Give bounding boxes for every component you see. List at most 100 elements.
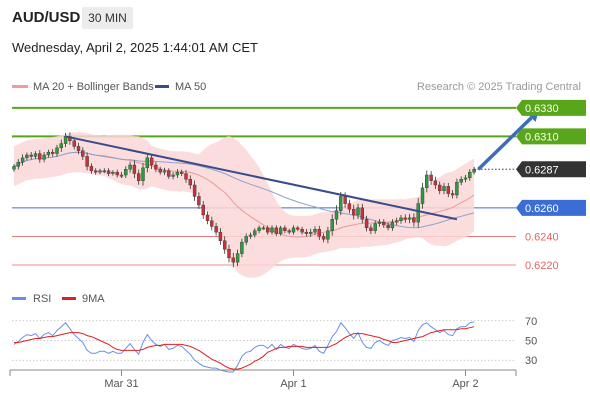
candle-down (214, 226, 218, 233)
candle-down (429, 174, 433, 181)
candle-up (42, 154, 46, 160)
candle-up (175, 171, 180, 176)
candle-up (309, 231, 313, 234)
candle-up (162, 170, 167, 173)
candle-down (184, 173, 188, 180)
candle-down (154, 164, 158, 170)
candle-down (51, 151, 55, 154)
timeframe-badge[interactable]: 30 MIN (82, 7, 133, 29)
rsi-line (13, 321, 475, 373)
candle-down (192, 184, 197, 197)
candle-up (171, 174, 175, 177)
candle-up (416, 203, 420, 223)
rsi-ma-legend-swatch (62, 297, 76, 300)
ma20-legend-label: MA 20 + Bollinger Bands (33, 81, 154, 93)
candle-down (364, 219, 369, 229)
forecast-arrow-shaft (477, 116, 533, 171)
trendline (65, 135, 458, 221)
candle-down (93, 170, 98, 173)
candle-up (334, 210, 339, 220)
candle-down (347, 203, 352, 210)
candle-up (463, 177, 468, 180)
candle-up (128, 164, 132, 170)
candle-up (373, 223, 377, 231)
candle-down (382, 221, 386, 226)
candle-down (360, 207, 364, 220)
current-price-tag (516, 161, 586, 178)
ma20-legend-swatch (12, 85, 28, 88)
candle-down (412, 217, 416, 223)
candle-up (278, 227, 283, 234)
candle-down (274, 227, 278, 234)
candle-down (205, 214, 210, 221)
support-level-label: 0.6240 (525, 231, 559, 243)
candle-down (386, 224, 390, 229)
candle-down (72, 140, 76, 147)
candle-down (201, 204, 205, 216)
ma50-line (13, 151, 475, 229)
candle-down (231, 257, 236, 263)
support-level-label: 0.6220 (525, 260, 559, 272)
candle-up (442, 186, 446, 191)
candle-up (407, 217, 412, 220)
candle-down (197, 196, 201, 206)
candle-down (222, 240, 227, 250)
candle-down (438, 184, 442, 191)
rsi-tick-label: 30 (525, 355, 537, 367)
candle-up (253, 230, 257, 236)
time-axis-label: Mar 31 (104, 378, 138, 390)
candle-down (85, 156, 89, 167)
candle-up (390, 221, 395, 229)
candle-down (403, 217, 407, 220)
rsi-legend-swatch (12, 297, 26, 300)
candle-up (12, 166, 16, 170)
candle-down (76, 146, 81, 151)
candle-up (395, 220, 399, 223)
candle-down (300, 229, 304, 233)
candle-up (420, 187, 425, 204)
candle-up (244, 236, 248, 243)
candle-up (16, 161, 20, 167)
candle-down (149, 157, 154, 166)
candle-up (468, 171, 472, 179)
resistance-level-label: 0.6310 (525, 131, 559, 143)
pivot-level-tag (516, 199, 586, 216)
rsi-legend-label: RSI (33, 293, 51, 305)
candle-up (55, 147, 59, 154)
candle-down (115, 171, 119, 176)
candle-down (179, 171, 184, 174)
candle-down (287, 230, 291, 233)
rsi-tick-label: 70 (525, 316, 537, 328)
candle-up (455, 181, 459, 196)
candle-down (132, 164, 137, 174)
candle-up (257, 227, 261, 231)
candle-up (270, 227, 274, 233)
candle-up (313, 229, 317, 233)
candle-up (240, 241, 244, 254)
candle-down (188, 179, 193, 186)
copyright-credit: Research © 2025 Trading Central (417, 81, 581, 93)
candle-down (38, 153, 42, 160)
candle-down (343, 196, 347, 204)
candle-up (102, 170, 107, 173)
candle-up (291, 227, 296, 233)
datetime-label: Wednesday, April 2, 2025 1:44:01 AM CET (12, 40, 258, 55)
candle-up (145, 157, 150, 169)
candle-down (296, 227, 300, 230)
rsi-tick-label: 50 (525, 336, 537, 348)
candle-up (399, 217, 403, 221)
candle-down (218, 231, 223, 241)
candle-down (446, 186, 450, 194)
candle-up (59, 143, 63, 149)
candle-down (29, 154, 33, 157)
rsi-ma-legend-label: 9MA (82, 293, 105, 305)
candle-down (136, 173, 141, 181)
candle-up (459, 179, 463, 183)
candle-up (119, 174, 124, 177)
pivot-level-label: 0.6260 (525, 203, 559, 215)
candle-up (20, 157, 25, 163)
candle-down (433, 180, 438, 186)
candle-up (124, 169, 128, 176)
